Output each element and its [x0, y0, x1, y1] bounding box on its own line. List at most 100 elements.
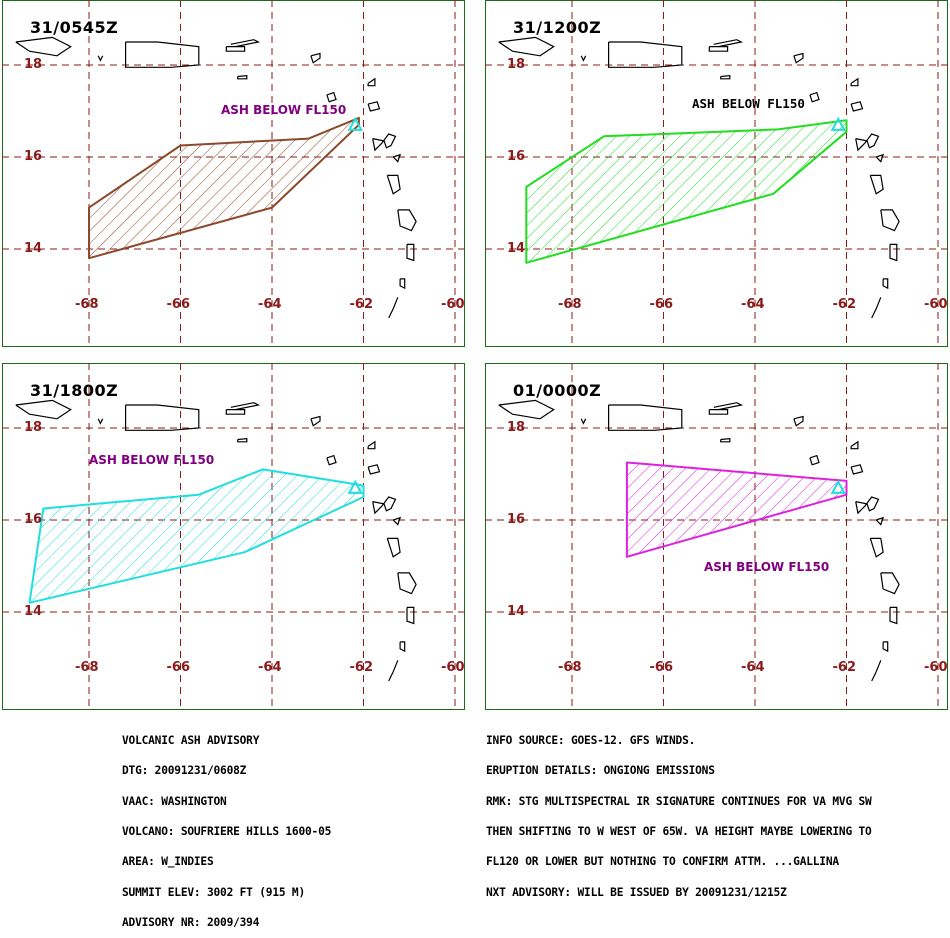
advisory-line: ERUPTION DETAILS: ONGIONG EMISSIONS	[486, 764, 715, 778]
latitude-label: 16	[24, 149, 43, 164]
longitude-label: -68	[558, 297, 582, 312]
advisory-line: THEN SHIFTING TO W WEST OF 65W. VA HEIGH…	[486, 825, 872, 839]
longitude-label: -66	[649, 297, 674, 312]
coastline	[882, 641, 889, 653]
coastline	[793, 415, 804, 427]
longitude-label: -66	[649, 660, 674, 675]
ash-cloud-polygon	[28, 468, 365, 604]
coastline	[386, 537, 401, 558]
latitude-label: 18	[24, 420, 43, 435]
coastline	[230, 39, 261, 48]
map-canvas-0000z	[485, 363, 948, 710]
coastline	[225, 45, 246, 52]
longitude-label: -60	[924, 297, 948, 312]
longitude-label: -64	[258, 297, 282, 312]
latitude-label: 16	[507, 512, 526, 527]
coastline	[310, 52, 321, 64]
coastline	[498, 36, 555, 57]
longitude-label: -64	[741, 297, 765, 312]
coastline	[397, 209, 417, 232]
latitude-label: 16	[507, 149, 526, 164]
panel-0000z: 01/0000Z ASH BELOW FL150 18 16 14 -68 -66 -64…	[485, 363, 948, 710]
advisory-line: SUMMIT ELEV: 3002 FT (915 M)	[122, 885, 305, 899]
advisory-line: AREA: W_INDIES	[122, 855, 214, 869]
coastline	[713, 39, 744, 48]
coastline	[406, 606, 415, 625]
panel-time-label: 31/1800Z	[30, 381, 119, 400]
ash-level-label: ASH BELOW FL150	[704, 560, 830, 574]
coastline	[871, 297, 882, 319]
ash-cloud-polygon	[525, 119, 848, 264]
longitude-label: -66	[166, 297, 191, 312]
advisory-line: VOLCANO: SOUFRIERE HILLS 1600-05	[122, 825, 332, 839]
coastline	[720, 437, 731, 443]
longitude-label: -60	[441, 660, 465, 675]
advisory-line: VAAC: WASHINGTON	[122, 794, 227, 808]
ash-cloud-polygon	[88, 116, 360, 260]
coastline	[326, 454, 337, 466]
coastline	[399, 641, 406, 653]
longitude-label: -68	[75, 660, 99, 675]
coastline	[850, 77, 859, 87]
coastline	[498, 399, 555, 420]
advisory-line: INFO SOURCE: GOES-12. GFS WINDS.	[486, 734, 696, 748]
map-canvas-1800z	[2, 363, 465, 710]
volcano-marker-icon	[830, 479, 846, 494]
panel-time-label: 31/0545Z	[30, 18, 119, 37]
coastline	[880, 572, 900, 595]
coastline	[15, 36, 72, 57]
coastline	[889, 243, 898, 262]
longitude-label: -64	[741, 660, 765, 675]
coastline	[367, 77, 376, 87]
longitude-label: -64	[258, 660, 282, 675]
coastline	[882, 278, 889, 290]
latitude-label: 14	[24, 604, 43, 619]
coastline	[850, 101, 864, 112]
latitude-label: 18	[507, 420, 526, 435]
coastline	[397, 572, 417, 595]
coastline	[392, 516, 402, 526]
latitude-label: 14	[507, 604, 526, 619]
latitude-label: 14	[24, 241, 43, 256]
advisory-line: ADVISORY NR: 2009/394	[122, 915, 260, 929]
coastline	[386, 174, 401, 195]
coastline	[388, 297, 399, 319]
latitude-label: 18	[24, 57, 43, 72]
longitude-label: -68	[558, 660, 582, 675]
coastline	[875, 153, 885, 163]
coastline	[880, 209, 900, 232]
longitude-label: -60	[924, 660, 948, 675]
volcano-marker-icon	[347, 116, 363, 131]
coastline	[310, 415, 321, 427]
advisory-line: RMK: STG MULTISPECTRAL IR SIGNATURE CONT…	[486, 794, 872, 808]
coastline	[124, 404, 200, 431]
coastline	[124, 41, 200, 68]
longitude-label: -62	[349, 660, 374, 675]
coastline	[708, 408, 729, 415]
longitude-label: -62	[349, 297, 374, 312]
coastline	[392, 153, 402, 163]
coastline	[871, 660, 882, 682]
coastline	[372, 133, 397, 152]
coastline	[237, 74, 248, 80]
coastline	[889, 606, 898, 625]
coastline	[367, 101, 381, 112]
longitude-label: -66	[166, 660, 191, 675]
map-canvas-1200z	[485, 0, 948, 347]
panel-1200z: 31/1200Z ASH BELOW FL150 18 16 14 -68 -66 -64…	[485, 0, 948, 347]
advisory-info-left: VOLCANIC ASH ADVISORY DTG: 20091231/0608…	[122, 716, 331, 938]
advisory-line: FL120 OR LOWER BUT NOTHING TO CONFIRM AT…	[486, 855, 839, 869]
coastline	[326, 91, 337, 103]
latitude-label: 16	[24, 512, 43, 527]
ash-level-label: ASH BELOW FL150	[221, 103, 347, 117]
advisory-line: NXT ADVISORY: WILL BE ISSUED BY 20091231…	[486, 885, 787, 899]
coastline	[230, 402, 261, 411]
coastline	[237, 437, 248, 443]
coastline	[406, 243, 415, 262]
advisory-line: DTG: 20091231/0608Z	[122, 764, 247, 778]
coastline	[869, 537, 884, 558]
ash-level-label: ASH BELOW FL150	[692, 96, 805, 111]
longitude-label: -68	[75, 297, 99, 312]
coastline	[367, 440, 376, 450]
coastline	[225, 408, 246, 415]
